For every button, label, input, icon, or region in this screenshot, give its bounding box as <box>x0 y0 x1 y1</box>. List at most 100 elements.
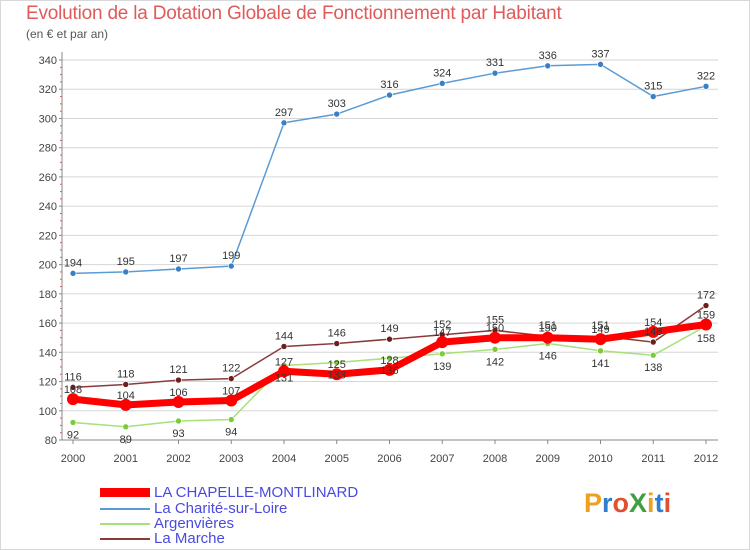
y-tick-label: 220 <box>39 230 57 242</box>
chart-title: Evolution de la Dotation Globale de Fonc… <box>26 3 562 24</box>
logo-letter: P <box>584 488 603 518</box>
data-label: 94 <box>225 427 237 439</box>
data-point <box>227 416 235 423</box>
data-label: 336 <box>539 50 557 62</box>
data-point <box>649 338 657 346</box>
x-tick-label: 2011 <box>641 453 665 465</box>
x-tick-label: 2001 <box>114 453 138 465</box>
data-label: 141 <box>591 358 609 370</box>
data-label: 89 <box>120 434 132 446</box>
y-tick-label: 200 <box>39 260 57 272</box>
data-point <box>175 417 182 425</box>
x-tick-label: 2009 <box>536 453 560 465</box>
data-label: 149 <box>380 323 398 335</box>
logo-letter: o <box>612 488 630 518</box>
data-point <box>122 381 130 388</box>
data-label: 303 <box>328 98 346 110</box>
data-point <box>597 61 604 68</box>
x-tick-label: 2008 <box>483 453 507 465</box>
x-tick-label: 2012 <box>694 453 718 465</box>
data-point <box>227 375 235 382</box>
data-point <box>333 340 341 347</box>
data-label: 151 <box>539 320 557 332</box>
logo-letter: r <box>602 488 613 518</box>
x-tick-label: 2007 <box>430 453 454 465</box>
data-label: 331 <box>486 57 504 69</box>
data-point <box>278 365 290 378</box>
data-point <box>597 347 604 355</box>
x-tick-label: 2004 <box>272 453 296 465</box>
legend-label: LA CHAPELLE-MONTLINARD <box>154 484 359 501</box>
data-point <box>67 393 79 406</box>
data-label: 172 <box>697 290 715 302</box>
data-point <box>544 62 552 70</box>
data-label: 122 <box>222 363 240 375</box>
data-label: 108 <box>64 384 82 396</box>
x-tick-label: 2010 <box>588 453 612 465</box>
data-point <box>227 262 235 270</box>
data-point <box>438 80 446 87</box>
data-point <box>333 110 341 118</box>
data-label: 144 <box>275 330 293 342</box>
data-label: 195 <box>117 256 135 268</box>
data-label: 150 <box>486 323 504 335</box>
data-point <box>225 394 238 407</box>
y-tick-label: 100 <box>39 406 57 418</box>
data-point <box>122 268 130 276</box>
data-point <box>491 69 499 77</box>
data-label: 154 <box>644 317 662 329</box>
data-label: 322 <box>697 70 715 82</box>
data-label: 138 <box>644 362 662 374</box>
legend-label: Argenvières <box>154 515 235 532</box>
data-label: 128 <box>380 355 398 367</box>
data-label: 142 <box>486 356 504 368</box>
data-point <box>489 331 501 344</box>
data-label: 152 <box>433 319 451 331</box>
data-label: 92 <box>67 429 79 441</box>
data-point <box>649 93 657 100</box>
data-label: 199 <box>222 250 240 262</box>
data-label: 118 <box>117 368 135 380</box>
y-tick-label: 340 <box>39 55 57 67</box>
data-label: 324 <box>433 67 451 79</box>
data-label: 150 <box>539 323 557 335</box>
legend-swatch <box>100 538 150 540</box>
data-point <box>280 343 288 350</box>
data-label: 147 <box>433 327 451 339</box>
data-label: 155 <box>486 314 504 326</box>
data-label: 151 <box>591 320 609 332</box>
x-tick-label: 2003 <box>219 453 243 465</box>
data-point <box>594 333 607 346</box>
y-tick-label: 160 <box>39 318 57 330</box>
data-point <box>172 396 185 408</box>
data-label: 131 <box>275 372 293 384</box>
y-tick-label: 280 <box>39 143 57 155</box>
data-point <box>700 318 712 331</box>
data-point <box>69 384 77 391</box>
data-point <box>649 351 657 359</box>
data-label: 106 <box>169 387 187 399</box>
data-label: 194 <box>64 257 82 269</box>
data-label: 104 <box>117 390 135 402</box>
data-point <box>175 265 182 273</box>
data-label: 158 <box>697 333 715 345</box>
y-tick-label: 320 <box>39 84 57 96</box>
legend-swatch <box>100 508 150 510</box>
data-point <box>436 336 449 349</box>
data-label: 127 <box>275 356 293 368</box>
data-label: 148 <box>644 326 662 338</box>
data-point <box>175 376 182 384</box>
x-tick-label: 2006 <box>377 453 401 465</box>
logo-letter: i <box>647 488 655 518</box>
y-tick-label: 120 <box>39 377 57 389</box>
data-label: 136 <box>380 365 398 377</box>
data-label: 93 <box>172 428 184 440</box>
data-label: 316 <box>380 79 398 91</box>
logo-letter: X <box>629 488 648 518</box>
data-point <box>491 346 499 353</box>
data-point <box>383 363 396 376</box>
legend-label: La Charité-sur-Loire <box>154 500 288 517</box>
y-tick-label: 180 <box>39 289 57 301</box>
y-tick-label: 300 <box>39 113 57 125</box>
